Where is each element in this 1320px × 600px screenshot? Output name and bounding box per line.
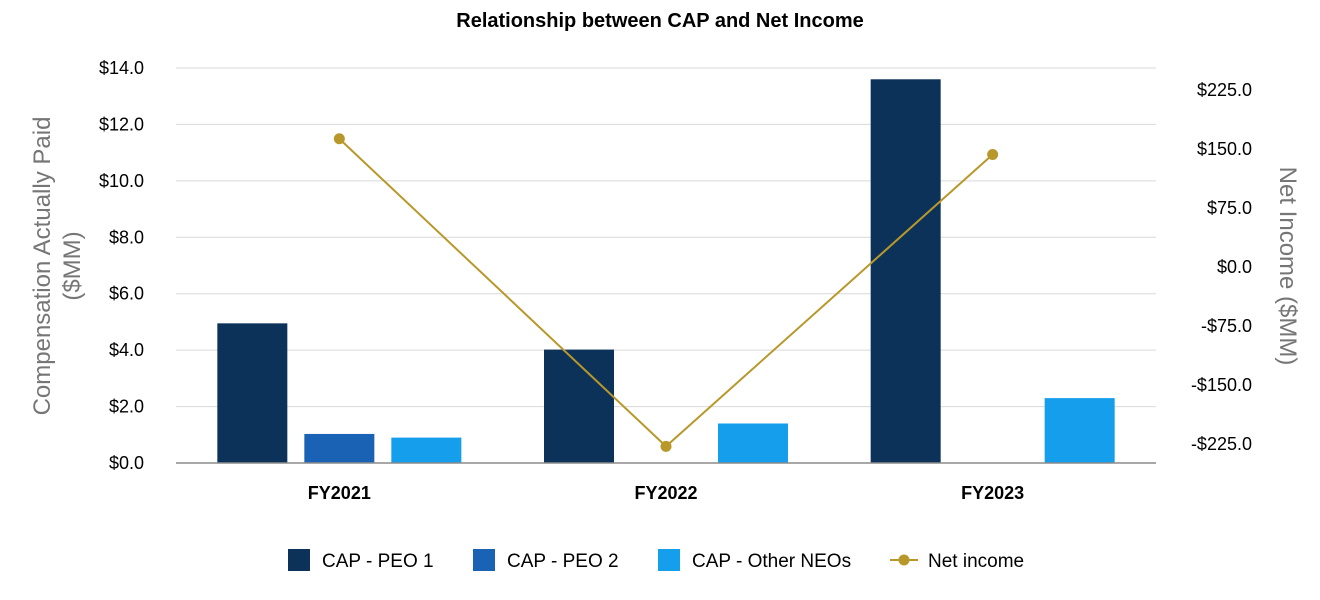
bar-cap-peo-1-fy2023 xyxy=(870,79,941,464)
legend-label-cap-peo-1: CAP - PEO 1 xyxy=(322,551,434,572)
category-label: FY2022 xyxy=(634,483,697,503)
gridlines xyxy=(176,67,1156,408)
right-axis-tick-label: -$75.0 xyxy=(1201,316,1252,336)
legend-label-cap-peo-2: CAP - PEO 2 xyxy=(507,551,619,572)
right-axis-tick-label: $225.0 xyxy=(1197,80,1252,100)
net-income-point-fy2023 xyxy=(987,149,999,161)
bar-cap-peo-1-fy2022 xyxy=(544,349,614,463)
bar-cap-other-neos-fy2022 xyxy=(718,423,788,463)
left-axis-tick-label: $6.0 xyxy=(109,284,144,304)
right-axis-ticks: -$225.0 -$150.0 -$75.0 $0.0 $75.0 $150.0 $225.… xyxy=(1191,80,1252,454)
legend: CAP - PEO 1 CAP - PEO 2 CAP - Other NEOs Ne… xyxy=(288,549,1024,572)
net-income-point-fy2021 xyxy=(333,133,345,145)
bars xyxy=(217,79,1115,464)
right-axis-title: Net Income ($MM) xyxy=(1274,167,1301,366)
left-axis-ticks: $0.0 $2.0 $4.0 $6.0 $8.0 $10.0 $12.0 $14.0 xyxy=(99,58,144,473)
right-axis-tick-label: -$225.0 xyxy=(1191,434,1252,454)
left-axis-tick-label: $14.0 xyxy=(99,58,144,78)
bar-cap-peo-1-fy2021 xyxy=(217,323,288,463)
right-axis-tick-label: $150.0 xyxy=(1197,139,1252,159)
legend-marker-net-income xyxy=(898,554,910,566)
left-axis-tick-label: $10.0 xyxy=(99,171,144,191)
legend-swatch-cap-peo-2 xyxy=(473,549,495,571)
left-axis-tick-label: $0.0 xyxy=(109,453,144,473)
left-axis-tick-label: $4.0 xyxy=(109,340,144,360)
category-label: FY2021 xyxy=(308,483,371,503)
left-axis-tick-label: $12.0 xyxy=(99,114,144,134)
chart-title: Relationship between CAP and Net Income xyxy=(456,10,863,32)
legend-label-cap-other-neos: CAP - Other NEOs xyxy=(692,551,851,572)
net-income-line-layer xyxy=(333,133,999,452)
net-income-point-fy2022 xyxy=(660,440,672,452)
left-axis-title: Compensation Actually Paid ($MM) xyxy=(29,117,86,416)
left-axis-title-line: ($MM) xyxy=(59,231,86,300)
left-axis-tick-label: $8.0 xyxy=(109,227,144,247)
legend-swatch-cap-other-neos xyxy=(658,549,680,571)
right-axis-tick-label: $0.0 xyxy=(1217,257,1252,277)
legend-swatch-cap-peo-1 xyxy=(288,549,310,571)
legend-label-net-income: Net income xyxy=(928,551,1024,572)
right-axis-tick-label: $75.0 xyxy=(1207,198,1252,218)
bar-cap-other-neos-fy2023 xyxy=(1044,398,1115,463)
bar-cap-peo-2-fy2021 xyxy=(304,433,375,463)
right-axis-tick-label: -$150.0 xyxy=(1191,375,1252,395)
bar-cap-other-neos-fy2021 xyxy=(391,437,462,463)
category-labels: FY2021 FY2022 FY2023 xyxy=(308,483,1024,503)
left-axis-title-line: Compensation Actually Paid xyxy=(29,117,56,416)
left-axis-tick-label: $2.0 xyxy=(109,397,144,417)
category-label: FY2023 xyxy=(961,483,1024,503)
